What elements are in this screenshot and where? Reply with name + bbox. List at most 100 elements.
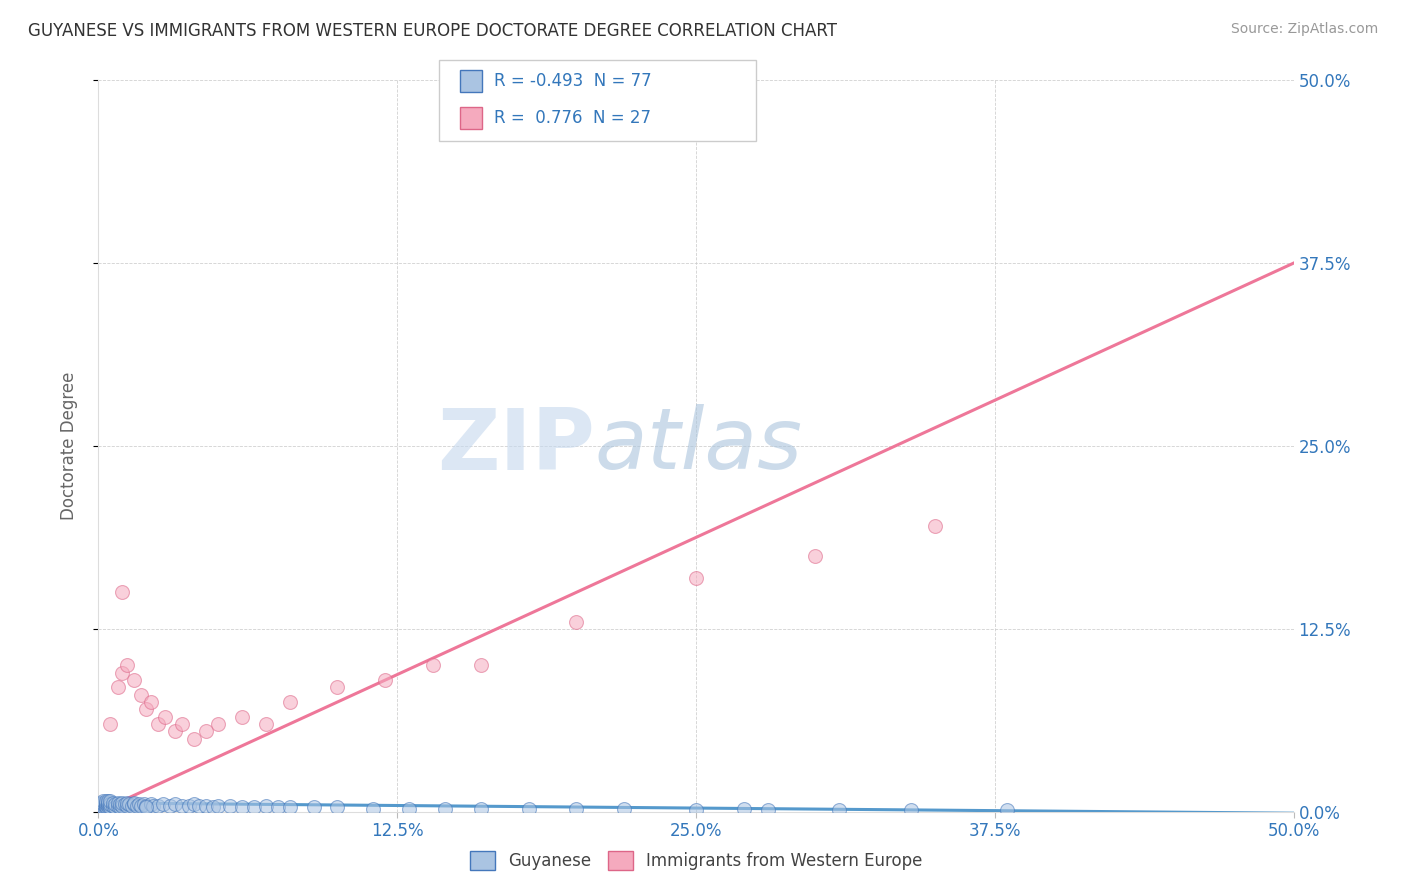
Point [107,798,129,813]
Point [115,798,138,813]
Text: atlas: atlas [595,404,803,488]
Point [97,798,120,813]
Point [219,798,242,813]
Point [124,673,146,687]
Point [148,717,170,731]
Point [90,796,112,810]
Point [243,800,266,814]
Point [108,800,131,814]
Point [422,658,444,673]
Point [139,797,162,812]
Point [278,695,301,709]
Point [139,695,162,709]
Point [470,802,492,816]
Point [108,797,131,812]
Point [135,798,157,813]
Point [97,797,120,812]
Point [231,800,253,814]
Point [131,688,153,702]
Point [995,803,1018,817]
Text: GUYANESE VS IMMIGRANTS FROM WESTERN EUROPE DOCTORATE DEGREE CORRELATION CHART: GUYANESE VS IMMIGRANTS FROM WESTERN EURO… [28,22,837,40]
Point [132,797,155,812]
Point [565,615,588,629]
Point [278,800,301,814]
Y-axis label: Doctorate Degree: Doctorate Degree [59,372,77,520]
Point [195,798,218,813]
Point [155,709,177,723]
Point [756,803,779,817]
Point [91,798,114,813]
Point [104,800,127,814]
Text: Source: ZipAtlas.com: Source: ZipAtlas.com [1230,22,1378,37]
Point [90,798,112,813]
Point [124,796,146,810]
Point [254,798,277,813]
Point [107,681,129,695]
Point [115,658,138,673]
Point [374,673,396,687]
Point [98,717,122,731]
Point [101,796,124,810]
Point [326,800,349,814]
Point [172,798,194,813]
Point [98,797,122,812]
Point [128,797,150,812]
Point [114,797,136,812]
Point [142,798,165,813]
Point [111,585,134,599]
Point [94,796,117,810]
Point [101,798,124,813]
Point [804,549,827,563]
Point [326,681,349,695]
Point [91,797,114,812]
Point [163,724,186,739]
Point [398,802,420,816]
Point [172,717,194,731]
Point [207,798,229,813]
Point [152,797,174,812]
Point [94,795,117,809]
Point [900,803,922,817]
Point [94,797,117,812]
Point [87,800,110,814]
Point [231,709,253,723]
Point [94,798,117,813]
Text: ZIP: ZIP [437,404,595,488]
Point [115,796,138,810]
Point [98,795,122,809]
Point [91,795,114,809]
Legend: Guyanese, Immigrants from Western Europe: Guyanese, Immigrants from Western Europe [463,844,929,877]
Point [183,731,205,746]
Point [98,800,122,814]
Point [302,800,325,814]
Point [90,797,112,812]
Point [94,800,117,814]
Point [207,717,229,731]
Point [733,802,755,816]
Point [118,797,141,812]
Point [148,798,170,813]
Point [183,797,205,812]
Point [202,800,225,814]
Text: R = -0.493  N = 77: R = -0.493 N = 77 [494,71,651,90]
Point [135,800,157,814]
Point [187,798,209,813]
Point [163,797,186,812]
Point [434,802,457,816]
Point [111,665,134,680]
Point [111,796,134,810]
Point [254,717,277,731]
Point [91,796,114,810]
Point [104,797,127,812]
Point [125,798,148,813]
Point [685,803,707,817]
Point [107,796,129,810]
Point [121,798,143,813]
Point [685,571,707,585]
Point [828,803,851,817]
Point [565,802,588,816]
Point [267,800,290,814]
Point [97,796,120,810]
Point [159,798,181,813]
Point [111,798,134,813]
